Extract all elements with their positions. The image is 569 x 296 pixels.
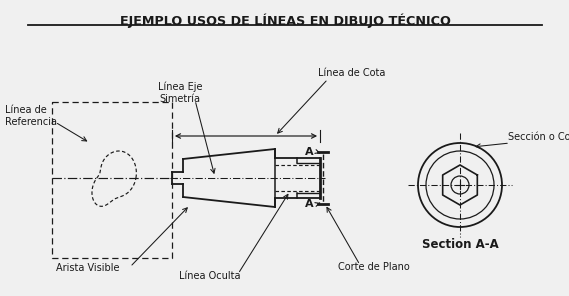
Text: Corte de Plano: Corte de Plano — [338, 262, 410, 272]
Text: Sección o Corte: Sección o Corte — [508, 132, 569, 142]
Text: Línea de
Referencia: Línea de Referencia — [5, 105, 57, 127]
Text: Línea de Cota: Línea de Cota — [318, 68, 385, 78]
Text: A: A — [304, 147, 314, 157]
Text: Section A-A: Section A-A — [422, 237, 498, 250]
Text: Arista Visible: Arista Visible — [56, 263, 119, 273]
Text: EJEMPLO USOS DE LÍNEAS EN DIBUJO TÉCNICO: EJEMPLO USOS DE LÍNEAS EN DIBUJO TÉCNICO — [119, 14, 451, 28]
Text: Línea Eje
Simetría: Línea Eje Simetría — [158, 82, 202, 104]
Text: Línea Oculta: Línea Oculta — [179, 271, 241, 281]
Text: A: A — [304, 199, 314, 209]
